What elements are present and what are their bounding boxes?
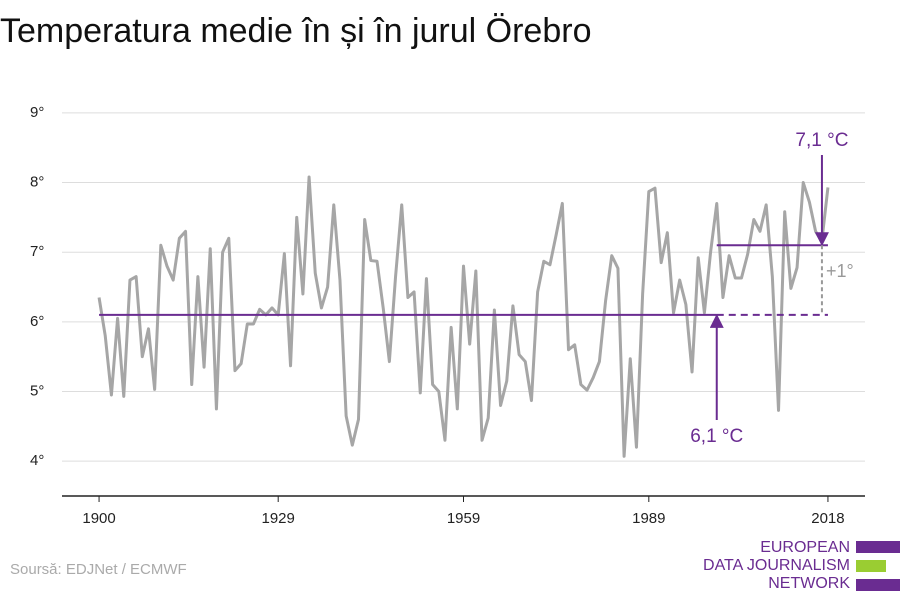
x-tick-label: 1959 — [447, 510, 480, 527]
logo-bar — [856, 541, 900, 553]
reference-label: 7,1 °C — [795, 130, 848, 151]
x-tick-label: 2018 — [811, 510, 844, 527]
logo-bar — [856, 560, 886, 572]
y-tick-label: 5° — [30, 382, 44, 399]
y-tick-label: 9° — [30, 104, 44, 121]
logo-text: EUROPEAN — [760, 539, 850, 556]
y-tick-label: 6° — [30, 313, 44, 330]
logo-text: DATA JOURNALISM — [703, 557, 850, 574]
logo-text: NETWORK — [768, 575, 850, 592]
chart-title: Temperatura medie în și în jurul Örebro — [0, 12, 591, 50]
y-tick-label: 7° — [30, 243, 44, 260]
reference-label: 6,1 °C — [690, 426, 743, 447]
y-tick-label: 8° — [30, 174, 44, 191]
x-tick-label: 1900 — [82, 510, 115, 527]
temperature-line — [97, 175, 830, 458]
logo-bar — [856, 579, 900, 591]
x-tick-label: 1929 — [262, 510, 295, 527]
x-tick-label: 1989 — [632, 510, 665, 527]
y-tick-label: 4° — [30, 452, 44, 469]
difference-label: +1° — [826, 261, 854, 281]
source: Soursă: EDJNet / ECMWF — [10, 561, 187, 578]
